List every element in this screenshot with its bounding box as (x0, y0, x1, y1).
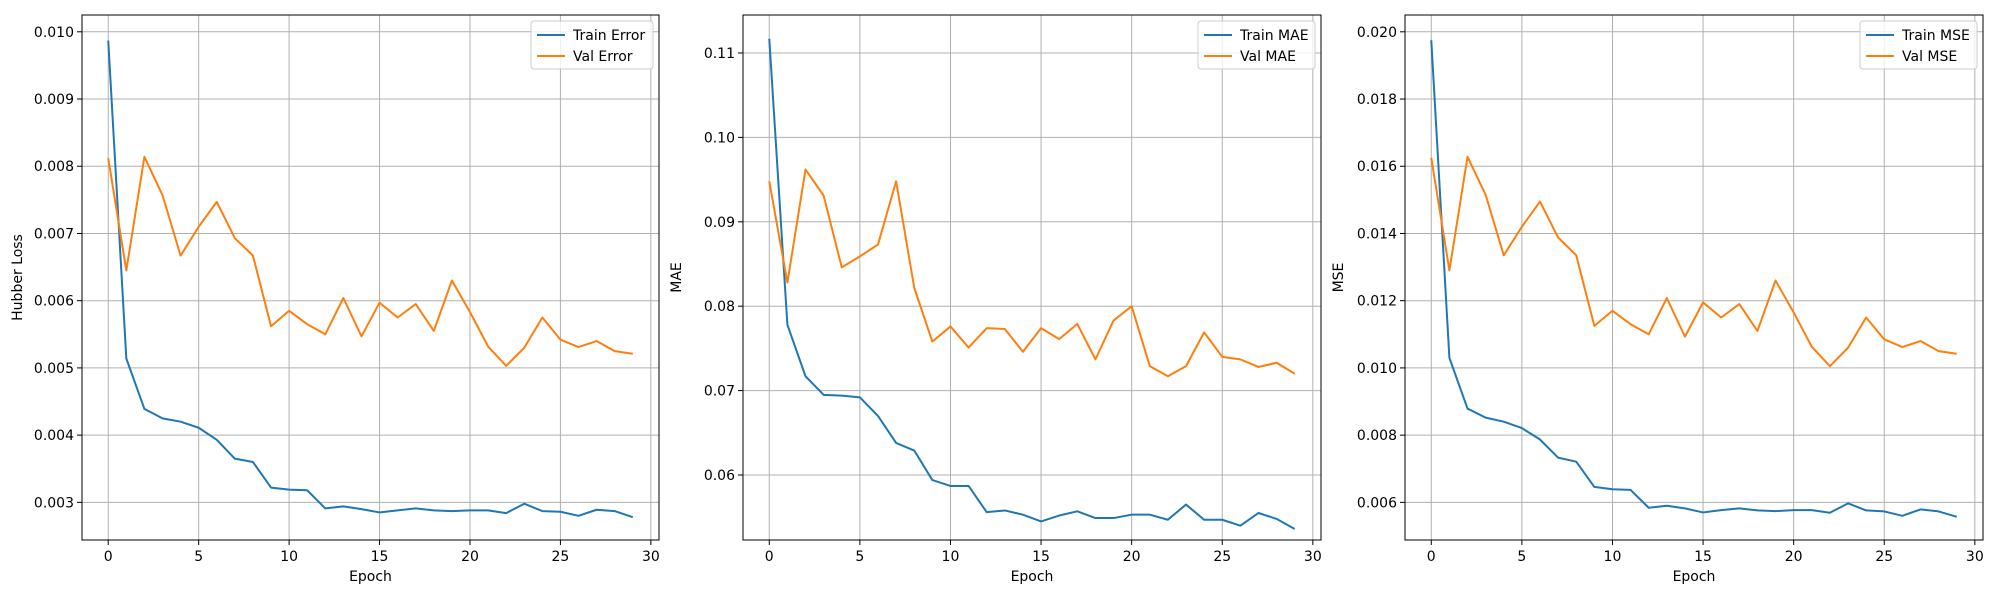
chart-panel-3: 0 5 10 15 20 25 30 0.006 0.008 0.010 0.012 0.014 0.0… (1331, 14, 1984, 585)
y-tick-label: 0.005 (34, 361, 74, 377)
series-line-val-mse (1430, 155, 1957, 368)
x-tick-label: 20 (461, 549, 479, 565)
grid-lines (82, 15, 659, 540)
y-tick-label: 0.014 (1357, 226, 1397, 242)
x-tick-label: 0 (104, 549, 113, 565)
y-tick-label: 0.003 (34, 495, 74, 511)
y-tick-label: 0.06 (704, 468, 735, 484)
chart-panel-1: 0 5 10 15 20 25 30 0.003 0.004 0.005 0.006 0.007 0.0… (10, 14, 660, 585)
y-tick-label: 0.016 (1357, 159, 1397, 175)
y-tick-label: 0.006 (34, 294, 74, 310)
y-axis-label: MSE (1331, 263, 1347, 293)
x-tick-label: 25 (1875, 549, 1893, 565)
plot-frame (81, 14, 660, 541)
y-tick-label: 0.018 (1357, 92, 1397, 108)
y-tick-label: 0.008 (1357, 428, 1397, 444)
x-tick-label: 10 (1604, 549, 1622, 565)
y-tick-label: 0.11 (704, 46, 735, 62)
legend-label: Val MSE (1902, 49, 1957, 65)
y-axis-label: MAE (669, 262, 685, 293)
x-tick-label: 30 (642, 549, 660, 565)
y-tick-label: 0.010 (1357, 361, 1397, 377)
legend-label: Train Error (572, 28, 645, 44)
legend: Train MAE Val MAE (1197, 20, 1316, 70)
y-tick-label: 0.10 (704, 130, 735, 146)
x-axis-label: Epoch (1011, 569, 1054, 585)
legend: Train MSE Val MSE (1859, 20, 1978, 70)
y-tick-label: 0.09 (704, 215, 735, 231)
y-tick-label: 0.008 (34, 159, 74, 175)
x-tick-label: 25 (1213, 549, 1231, 565)
series-line-val-mae (768, 168, 1296, 378)
x-tick-label: 5 (855, 549, 864, 565)
series-line-train-error (107, 40, 634, 519)
plot-frame (1404, 14, 1984, 541)
legend-label: Train MSE (1901, 28, 1970, 44)
x-tick-label: 20 (1123, 549, 1141, 565)
legend-label: Val MAE (1240, 49, 1296, 65)
series-line-val-error (107, 155, 633, 367)
y-tick-label: 0.07 (704, 384, 735, 400)
chart-panel-2: 0 5 10 15 20 25 30 0.06 0.07 0.08 0.09 0.10 0.11 Epoc… (669, 14, 1322, 585)
grid-lines (1405, 15, 1983, 540)
series-line-train-mse (1430, 40, 1958, 518)
legend-label: Val Error (573, 49, 633, 65)
y-tick-label: 0.009 (34, 92, 74, 108)
y-tick-label: 0.004 (34, 428, 74, 444)
legend-label: Train MAE (1239, 28, 1309, 44)
x-tick-label: 15 (371, 549, 389, 565)
x-tick-label: 10 (280, 549, 298, 565)
x-tick-label: 15 (1694, 549, 1712, 565)
x-tick-label: 0 (1427, 549, 1436, 565)
x-tick-label: 5 (194, 549, 203, 565)
x-tick-label: 0 (765, 549, 774, 565)
y-tick-label: 0.08 (704, 299, 735, 315)
y-tick-label: 0.010 (34, 25, 74, 41)
x-tick-label: 15 (1032, 549, 1050, 565)
x-tick-label: 5 (1517, 549, 1526, 565)
x-tick-label: 30 (1966, 549, 1984, 565)
y-tick-label: 0.006 (1357, 495, 1397, 511)
x-tick-label: 30 (1304, 549, 1322, 565)
x-tick-label: 10 (942, 549, 960, 565)
x-axis-label: Epoch (349, 569, 392, 585)
x-axis-label: Epoch (1673, 569, 1716, 585)
x-tick-label: 20 (1785, 549, 1803, 565)
plot-frame (742, 14, 1322, 541)
x-tick-label: 25 (552, 549, 570, 565)
legend: Train Error Val Error (530, 20, 654, 70)
y-tick-label: 0.007 (34, 226, 74, 242)
series-line-train-mae (768, 38, 1296, 530)
y-tick-label: 0.012 (1357, 294, 1397, 310)
y-tick-label: 0.020 (1357, 25, 1397, 41)
y-axis-label: Hubber Loss (10, 234, 26, 321)
